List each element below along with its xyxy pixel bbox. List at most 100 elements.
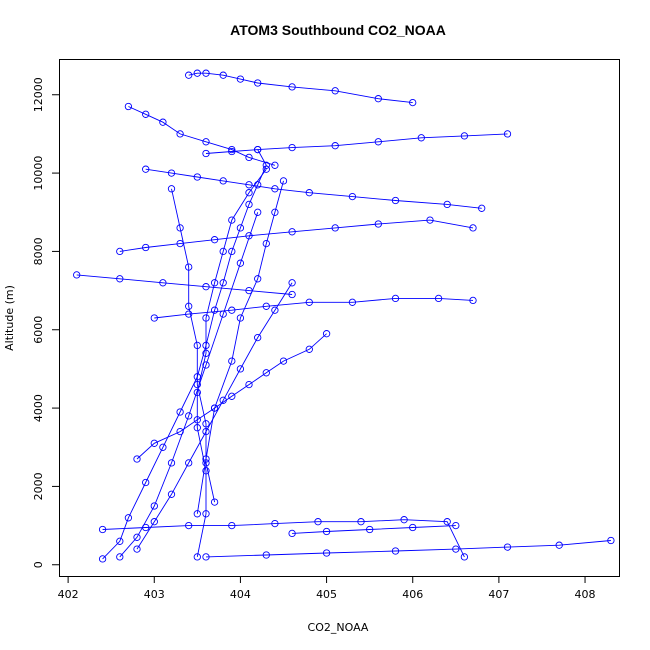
data-point [202, 69, 210, 77]
data-point [185, 521, 193, 530]
series-line-6 [76, 274, 293, 295]
data-point [228, 392, 236, 400]
data-point [176, 224, 184, 232]
data-point [133, 455, 141, 463]
data-point [176, 427, 184, 436]
series-line-2 [119, 219, 474, 252]
data-point [607, 536, 615, 545]
x-axis: 402 403 404 405 406 407 408 [58, 576, 596, 601]
data-point [193, 173, 201, 181]
data-point [185, 459, 193, 467]
data-point [469, 296, 477, 305]
data-point [202, 349, 210, 357]
y-tick-label: 6000 [32, 316, 45, 344]
data-point [374, 220, 382, 228]
data-point [460, 132, 469, 140]
data-point [391, 196, 400, 205]
series-line-9 [205, 133, 508, 154]
data-point [202, 149, 210, 158]
data-point [228, 216, 236, 224]
series-line-1 [196, 168, 267, 557]
data-point [262, 161, 270, 169]
series-line-13 [136, 282, 293, 550]
data-point [245, 153, 253, 162]
data-point [159, 443, 167, 451]
data-point [150, 439, 158, 447]
data-point [417, 134, 425, 142]
data-point [271, 306, 279, 314]
x-axis-label: CO2_NOAA [308, 621, 369, 634]
data-point [322, 330, 331, 338]
data-point [219, 177, 227, 185]
data-point [202, 361, 210, 369]
chart-title: ATOM3 Southbound CO2_NOAA [230, 22, 446, 38]
data-point [142, 110, 150, 118]
data-point [400, 516, 408, 524]
data-point [202, 314, 210, 322]
data-point [409, 98, 417, 107]
data-point [409, 523, 417, 532]
data-point [452, 545, 460, 553]
data-point [142, 523, 150, 532]
data-point [271, 185, 279, 193]
data-point [185, 412, 193, 420]
plot-area [73, 69, 615, 563]
data-point [254, 275, 262, 283]
data-point [124, 514, 133, 522]
x-tick-label: 407 [488, 588, 509, 601]
data-point [193, 553, 201, 561]
data-point [193, 510, 201, 518]
data-point [185, 302, 193, 310]
series-line-7 [154, 297, 474, 319]
data-point [374, 95, 382, 103]
series-line-3 [205, 540, 611, 558]
x-tick-label: 405 [316, 588, 337, 601]
data-point [503, 543, 512, 551]
series-line-8 [188, 72, 413, 104]
data-point [185, 310, 193, 318]
series-line-12 [171, 188, 216, 503]
series-line-10 [145, 168, 482, 209]
data-point [331, 142, 339, 150]
data-point [98, 525, 107, 534]
data-point [185, 263, 193, 271]
data-point [73, 271, 81, 279]
data-point [262, 302, 270, 310]
series-line-11 [128, 106, 276, 166]
data-point [236, 75, 245, 83]
data-point [288, 83, 296, 91]
data-point [288, 228, 296, 236]
data-point [555, 541, 563, 549]
data-point [202, 138, 210, 146]
data-point [202, 459, 210, 467]
data-point [150, 502, 158, 510]
data-point [159, 118, 167, 126]
data-point [176, 130, 184, 138]
data-point [254, 208, 262, 216]
data-point [331, 224, 339, 232]
data-point [210, 279, 219, 287]
plot-frame [59, 59, 620, 577]
data-point [279, 357, 288, 365]
x-tick-label: 402 [58, 588, 79, 601]
data-point [236, 259, 245, 267]
data-point [219, 71, 227, 79]
data-point [133, 545, 141, 553]
data-point [245, 181, 253, 189]
y-axis: 0 2000 4000 6000 8000 10000 12000 [32, 77, 60, 568]
data-point [426, 216, 434, 224]
data-point [202, 467, 210, 475]
data-point [150, 314, 158, 322]
data-point [116, 247, 124, 256]
series-line-14 [136, 333, 327, 460]
y-tick-label: 4000 [32, 394, 45, 422]
data-point [322, 527, 331, 536]
data-point [142, 478, 150, 487]
data-point [167, 169, 176, 177]
y-tick-label: 2000 [32, 472, 45, 500]
data-point [193, 69, 201, 77]
y-axis-label: Altitude (m) [3, 285, 16, 351]
data-point [210, 306, 219, 314]
data-point [236, 224, 245, 232]
